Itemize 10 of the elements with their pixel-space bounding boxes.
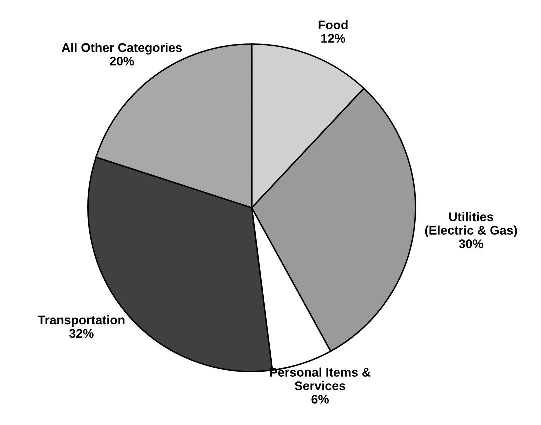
slice-label: Transportation	[38, 315, 125, 328]
slice-label: Utilities (Electric & Gas)	[425, 212, 518, 238]
data-label: 32%	[69, 329, 94, 338]
data-label: 30%	[459, 240, 484, 248]
data-label: 6%	[312, 395, 330, 404]
slice-label: Food	[318, 20, 348, 30]
data-label: 12%	[322, 34, 346, 43]
slice-label: Personal Items & Services	[270, 368, 371, 390]
data-label: 20%	[110, 56, 134, 66]
slice-label: All Other Categories	[62, 43, 182, 55]
